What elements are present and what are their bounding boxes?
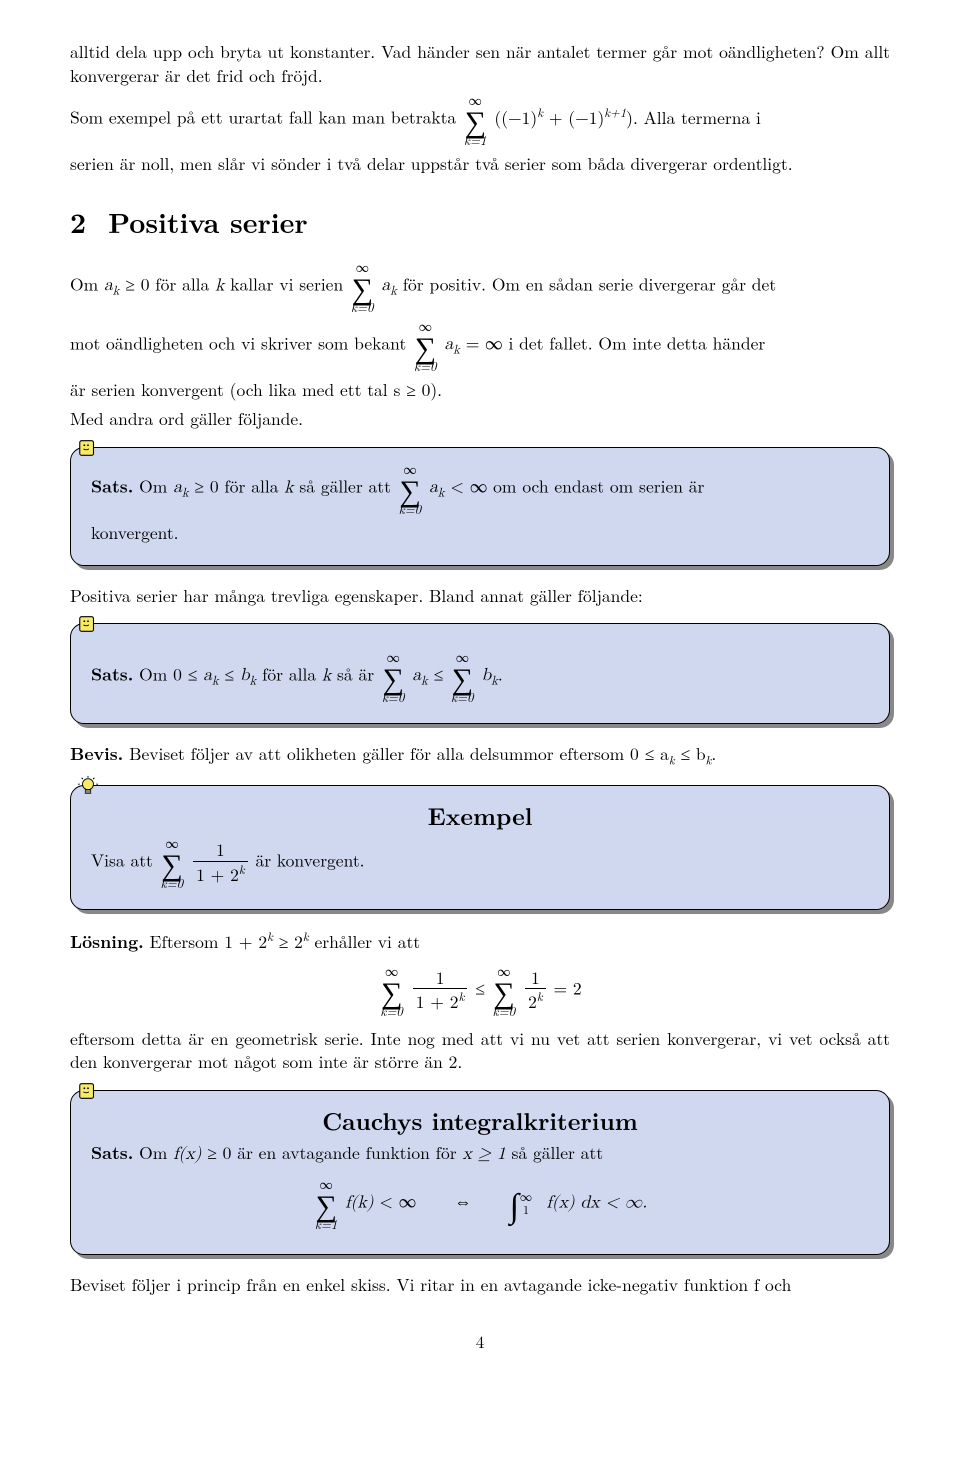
sats1-text2: konvergent. [91, 521, 869, 545]
sum-body1: ∞ ∑ k=0 [351, 260, 374, 313]
example-title: Exempel [91, 800, 869, 832]
cauchy-equation: ∞ ∑ k=1 f(k) < ∞ ⇔ ∫ ∞1 f(x) dx < ∞. [91, 1177, 869, 1230]
sum-intro: ∞ ∑ k=1 [464, 93, 487, 146]
body-p3: är serien konvergent (och lika med ett t… [70, 378, 890, 402]
cauchy-text: Sats. Om f(x) ≥ 0 är en avtagande funkti… [91, 1141, 869, 1167]
sats2-text: Sats. Om 0 ≤ ak ≤ bk för alla k så är ∞ … [91, 650, 869, 703]
example-box: Exempel Visa att ∞ ∑ k=0 1 1 + 2k är kon… [70, 785, 890, 910]
book-icon [77, 1080, 99, 1102]
cauchy-title: Cauchys integralkriterium [91, 1105, 869, 1137]
intro-term: ((−1)k + (−1)k+1). Alla termerna i [494, 105, 760, 130]
sum-sats2b: ∞ ∑ k=0 [451, 650, 474, 703]
body-p1: Om ak ≥ 0 för alla k kallar vi serien ∞ … [70, 260, 890, 313]
losning-p2: eftersom detta är en geometrisk serie. I… [70, 1027, 890, 1074]
lightbulb-icon [77, 775, 99, 797]
sum-sats1: ∞ ∑ k=0 [399, 462, 422, 515]
between-1: Positiva serier har många trevliga egens… [70, 584, 890, 608]
frac-exempel: 1 1 + 2k [193, 841, 248, 884]
cauchy-box: Cauchys integralkriterium Sats. Om f(x) … [70, 1090, 890, 1255]
bevis-text: Bevis. Beviset följer av att olikheten g… [70, 742, 890, 769]
example-text: Visa att ∞ ∑ k=0 1 1 + 2k är konvergent. [91, 836, 869, 889]
intro-p2b: serien är noll, men slår vi sönder i två… [70, 152, 890, 176]
sats1-text: Sats. Om ak ≥ 0 för alla k så gäller att… [91, 462, 869, 515]
body-p4: Med andra ord gäller följande. [70, 407, 890, 431]
intro-p1: alltid dela upp och bryta ut konstanter.… [70, 40, 890, 87]
theorem-box-2: Sats. Om 0 ≤ ak ≤ bk för alla k så är ∞ … [70, 623, 890, 724]
losning-equation: ∞ ∑ k=0 1 1 + 2k ≤ ∞ ∑ k=0 1 2k = 2 [70, 964, 890, 1017]
theorem-box-1: Sats. Om ak ≥ 0 för alla k så gäller att… [70, 447, 890, 566]
sum-exempel: ∞ ∑ k=0 [161, 836, 184, 889]
intro-p2: Som exempel på ett urartat fall kan man … [70, 93, 890, 146]
intro-p2a: Som exempel på ett urartat fall kan man … [70, 105, 462, 130]
section-number: 2 [70, 202, 86, 242]
sum-sats2a: ∞ ∑ k=0 [382, 650, 405, 703]
page-number: 4 [70, 1330, 890, 1353]
book-icon [77, 613, 99, 635]
losning-p1: Lösning. Eftersom 1 + 2k ≥ 2k erhåller v… [70, 928, 890, 953]
sum-body2: ∞ ∑ k=0 [414, 319, 437, 372]
section-title: 2Positiva serier [70, 204, 890, 242]
body-p2: mot oändligheten och vi skriver som beka… [70, 319, 890, 372]
book-icon [77, 437, 99, 459]
last-paragraph: Beviset följer i princip från en enkel s… [70, 1273, 890, 1297]
